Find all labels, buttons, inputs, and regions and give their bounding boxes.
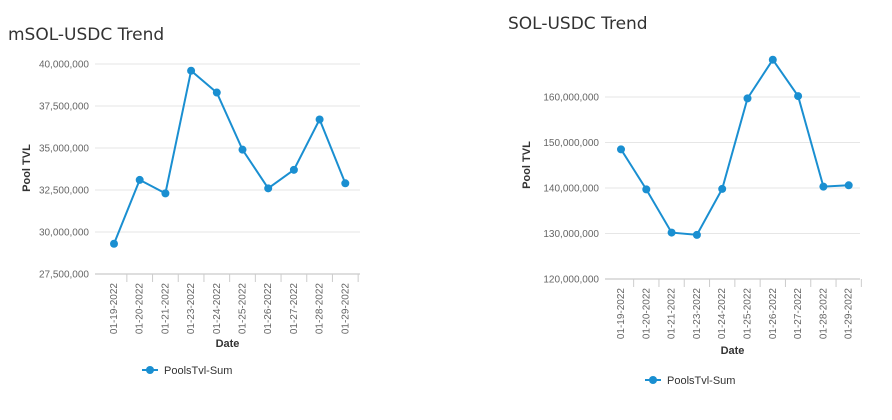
data-point[interactable]	[289, 165, 298, 174]
x-tick-label: 01-27-2022	[793, 288, 804, 340]
x-tick-label: 01-25-2022	[743, 288, 754, 340]
x-tick-label: 01-28-2022	[315, 283, 326, 335]
y-axis-title: Pool TVL	[21, 144, 33, 192]
x-tick-label: 01-26-2022	[768, 288, 779, 340]
data-point[interactable]	[692, 230, 701, 239]
x-axis-title: Date	[721, 345, 745, 357]
x-tick-label: 01-24-2022	[717, 288, 728, 340]
data-point[interactable]	[819, 182, 828, 191]
chart-title-msol-usdc: mSOL-USDC Trend	[8, 25, 165, 45]
x-tick-label: 01-19-2022	[616, 288, 627, 340]
x-tick-label: 01-28-2022	[818, 288, 829, 340]
y-tick-label: 30,000,000	[39, 228, 89, 239]
x-tick-label: 01-20-2022	[135, 283, 146, 335]
legend-label: PoolsTvl-Sum	[164, 365, 232, 377]
y-tick-label: 37,500,000	[39, 102, 89, 113]
data-point[interactable]	[718, 184, 727, 193]
data-point[interactable]	[212, 88, 221, 97]
y-tick-label: 40,000,000	[39, 60, 89, 71]
x-tick-label: 01-27-2022	[289, 283, 300, 335]
x-tick-label: 01-29-2022	[844, 288, 855, 340]
legend-marker-icon	[146, 366, 154, 374]
data-point[interactable]	[768, 55, 777, 64]
legend-marker-icon	[649, 376, 657, 384]
data-point[interactable]	[794, 92, 803, 101]
data-point[interactable]	[341, 179, 350, 188]
y-tick-label: 140,000,000	[543, 184, 599, 195]
legend-item[interactable]: PoolsTvl-Sum	[142, 365, 232, 377]
data-point[interactable]	[187, 66, 196, 75]
y-tick-label: 32,500,000	[39, 186, 89, 197]
data-point[interactable]	[238, 145, 247, 154]
data-point[interactable]	[264, 184, 273, 193]
data-point[interactable]	[642, 185, 651, 194]
x-tick-label: 01-20-2022	[641, 288, 652, 340]
x-tick-label: 01-21-2022	[160, 283, 171, 335]
data-point[interactable]	[315, 115, 324, 124]
chart-title-sol-usdc: SOL-USDC Trend	[508, 14, 648, 34]
y-tick-label: 160,000,000	[543, 93, 599, 104]
legend-item[interactable]: PoolsTvl-Sum	[645, 375, 735, 387]
x-tick-label: 01-21-2022	[667, 288, 678, 340]
data-point[interactable]	[743, 94, 752, 103]
y-tick-label: 120,000,000	[543, 275, 599, 286]
x-tick-label: 01-23-2022	[692, 288, 703, 340]
x-tick-label: 01-24-2022	[212, 283, 223, 335]
x-tick-label: 01-25-2022	[238, 283, 249, 335]
x-tick-label: 01-23-2022	[186, 283, 197, 335]
y-tick-label: 150,000,000	[543, 138, 599, 149]
x-tick-label: 01-29-2022	[340, 283, 351, 335]
x-axis-title: Date	[216, 338, 240, 350]
x-tick-label: 01-19-2022	[109, 283, 120, 335]
x-tick-label: 01-26-2022	[263, 283, 274, 335]
chart-1: 27,500,000 30,000,000 32,500,000 35,000,000…	[21, 60, 360, 377]
series-line	[620, 57, 849, 236]
y-tick-label: 130,000,000	[543, 229, 599, 240]
y-tick-label: 27,500,000	[39, 270, 89, 281]
chart-2: 120,000,000 130,000,000 140,000,000 150,000…	[521, 55, 862, 387]
data-point[interactable]	[617, 145, 625, 154]
series-line	[113, 68, 347, 245]
y-tick-label: 35,000,000	[39, 144, 89, 155]
legend-label: PoolsTvl-Sum	[667, 375, 735, 387]
data-point[interactable]	[844, 181, 853, 190]
data-point[interactable]	[110, 239, 118, 248]
y-axis-title: Pool TVL	[521, 141, 533, 189]
data-point[interactable]	[161, 189, 170, 198]
data-point[interactable]	[135, 175, 144, 184]
data-point[interactable]	[667, 228, 676, 237]
